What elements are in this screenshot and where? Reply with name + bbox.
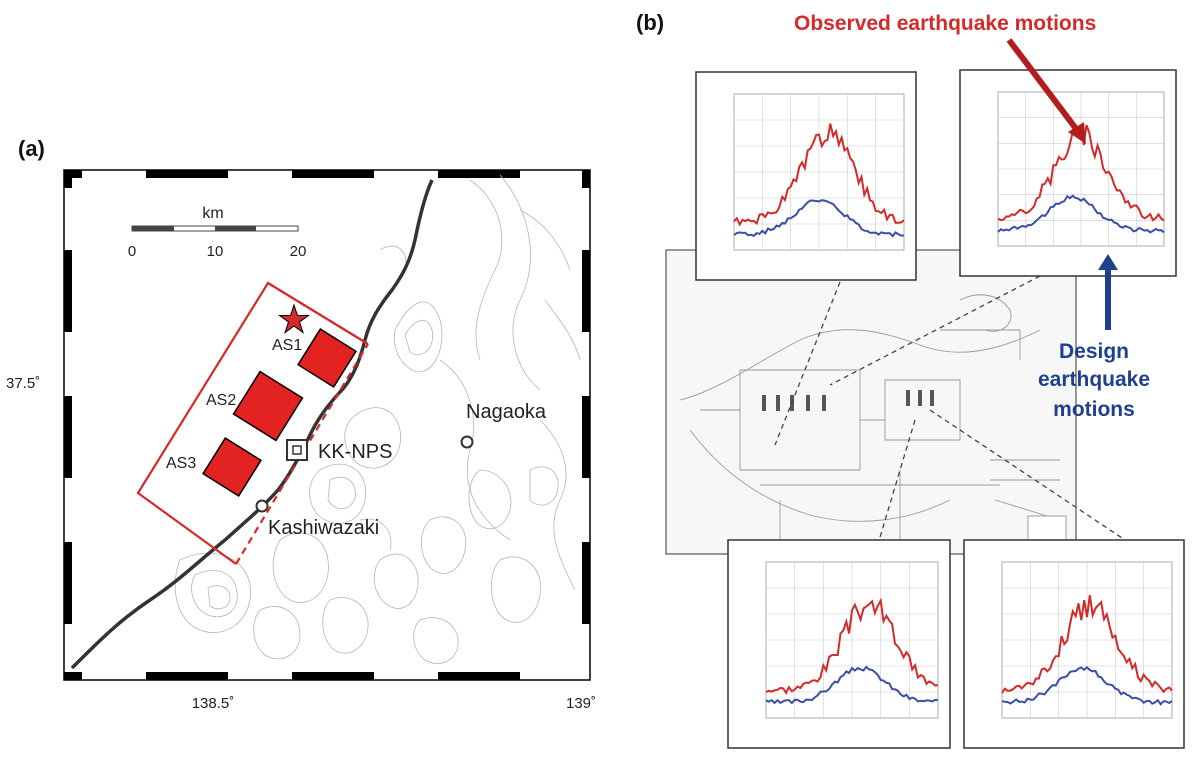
- spectrum-chart: [695, 71, 917, 281]
- observed-curve: [1001, 595, 1173, 694]
- panel-a-label: (a): [18, 136, 45, 161]
- observed-curve: [733, 123, 905, 227]
- city-marker-icon: [255, 499, 269, 513]
- longitude-label-139: 139˚: [566, 695, 596, 712]
- observed-curve: [765, 597, 939, 695]
- epicenter-star-icon: [277, 303, 311, 334]
- design-callout-line1: Design: [1059, 340, 1129, 363]
- design-curve: [997, 194, 1165, 234]
- spectrum-chart: [963, 539, 1185, 749]
- asperity-label-as2: AS2: [206, 392, 236, 409]
- design-curve: [765, 665, 939, 705]
- plant-marker-icon: [286, 439, 308, 461]
- latitude-label: 37.5˚: [6, 375, 40, 392]
- scale-tick-10: 10: [207, 243, 224, 260]
- fault-plane: [136, 281, 369, 565]
- city-marker-icon: [460, 435, 474, 449]
- site-plan: [665, 249, 1077, 555]
- scale-bar: km 0 10 20: [128, 205, 307, 260]
- asperity-label-as1: AS1: [272, 337, 302, 354]
- design-curve: [733, 199, 905, 238]
- scale-tick-20: 20: [290, 243, 307, 260]
- spectrum-chart: [727, 539, 951, 749]
- asperity-as3: [202, 437, 262, 497]
- scale-unit: km: [202, 205, 223, 222]
- design-callout-line3: motions: [1053, 398, 1135, 421]
- city-label-nagaoka: Nagaoka: [466, 401, 547, 423]
- asperity-label-as3: AS3: [166, 455, 196, 472]
- map-border-ticks: [64, 170, 590, 680]
- panel-b-label: (b): [636, 10, 664, 35]
- longitude-label-138-5: 138.5˚: [192, 695, 235, 712]
- city-label-kashiwazaki: Kashiwazaki: [268, 517, 379, 539]
- leader-lines: [774, 275, 1123, 545]
- asperity-as2: [232, 370, 304, 442]
- asperity-as1: [297, 328, 357, 388]
- observed-callout: Observed earthquake motions: [794, 12, 1096, 35]
- response-spectra-charts: [695, 69, 1185, 749]
- map-panel: km 0 10 20 AS1 AS2 AS3 KK-NPS Nagaoka Ka: [63, 169, 591, 681]
- spectrum-chart: [959, 69, 1177, 277]
- plant-label: KK-NPS: [318, 441, 392, 463]
- coastline: [70, 179, 434, 670]
- design-callout-line2: earthquake: [1038, 368, 1150, 391]
- observed-arrow-icon: [1006, 38, 1083, 136]
- design-curve: [1001, 665, 1173, 706]
- scale-tick-0: 0: [128, 243, 136, 260]
- topographic-contours: [174, 174, 581, 664]
